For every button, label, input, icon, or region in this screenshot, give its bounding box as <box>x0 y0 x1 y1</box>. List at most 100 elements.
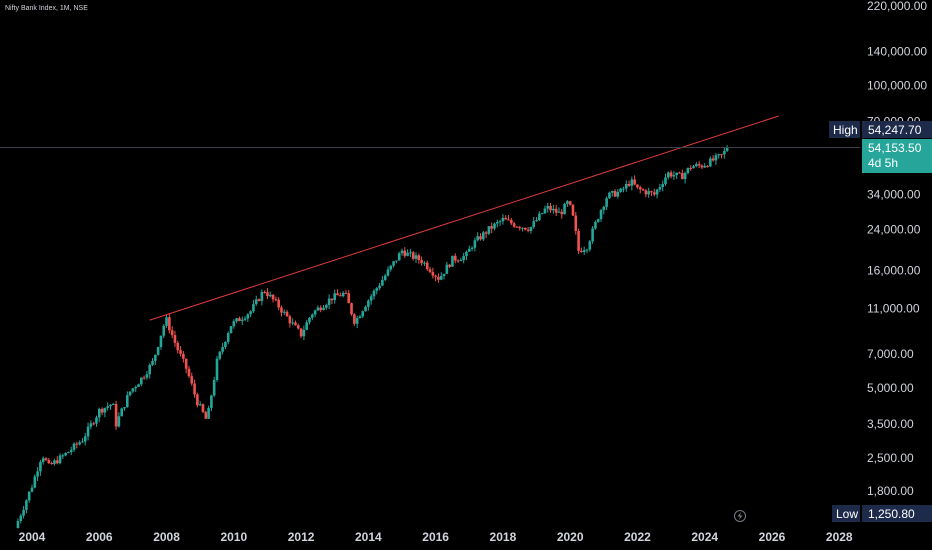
candle-body <box>655 189 659 195</box>
candle-body <box>470 247 474 249</box>
candle-body <box>681 173 684 180</box>
candle-body <box>168 317 171 331</box>
candle-body <box>445 264 449 274</box>
low-tag: Low 1,250.80 <box>832 505 932 522</box>
candle-body <box>571 204 575 216</box>
candle-body <box>162 325 166 336</box>
candle-body <box>512 223 516 227</box>
x-tick-label: 2016 <box>422 530 449 544</box>
candle-body <box>411 252 415 259</box>
candle-body <box>675 172 678 176</box>
candle-body <box>409 252 412 254</box>
candle-body <box>339 295 342 297</box>
candle-body <box>425 262 429 270</box>
candle-body <box>543 208 547 214</box>
candle-body <box>204 412 208 419</box>
candle-body <box>692 166 695 169</box>
candle-body <box>64 452 67 456</box>
candle-body <box>624 183 628 189</box>
candle-body <box>510 219 513 224</box>
candle-body <box>619 188 622 192</box>
candle-body <box>403 250 407 256</box>
candle-body <box>720 154 723 156</box>
candle-body <box>182 353 185 359</box>
candle-body <box>27 491 31 501</box>
candle-body <box>243 318 247 320</box>
candle-body <box>19 515 23 521</box>
candle-body <box>442 273 446 277</box>
candle-body <box>193 383 196 395</box>
candle-body <box>417 255 421 261</box>
low-tag-value-bg <box>862 505 932 522</box>
x-tick-label: 2028 <box>826 530 853 544</box>
candle-body <box>557 211 561 213</box>
candle-body <box>271 294 275 300</box>
y-tick-label: 1,800.00 <box>867 484 914 498</box>
candle-body <box>173 335 177 343</box>
candle-body <box>709 158 712 167</box>
price-tag-value: 54,153.50 <box>868 141 922 155</box>
candle-body <box>361 311 365 317</box>
candle-body <box>700 165 704 168</box>
candle-body <box>538 213 541 221</box>
candle-body <box>322 307 325 311</box>
candle-body <box>476 236 479 241</box>
candle-body <box>327 298 331 305</box>
candle-body <box>75 443 79 445</box>
price-axis[interactable]: 1,800.00 2,500.00 3,500.00 5,000.00 7,000.00… <box>867 0 927 498</box>
candle-body <box>282 311 286 313</box>
candle-body <box>22 509 25 516</box>
candle-body <box>30 487 34 492</box>
candle-body <box>254 299 258 305</box>
candle-body <box>484 232 488 234</box>
candle-body <box>156 346 160 355</box>
candle-body <box>347 293 351 304</box>
candle-body <box>686 167 690 173</box>
candle-body <box>350 303 353 315</box>
y-tick-label: 7,000.00 <box>867 347 914 361</box>
candle-body <box>25 500 28 510</box>
candle-body <box>524 227 527 230</box>
candle-body <box>532 221 536 227</box>
candle-body <box>260 291 264 301</box>
time-axis[interactable]: 2004 2006 2008 2010 2012 2014 2016 2018 2020 2022… <box>19 530 853 544</box>
candle-body <box>479 236 482 240</box>
low-tag-label-bg <box>832 505 860 522</box>
candle-body <box>224 341 227 348</box>
candle-body <box>280 307 283 313</box>
candle-body <box>302 329 306 337</box>
y-tick-label: 24,000.00 <box>867 223 921 237</box>
candle-body <box>487 226 491 234</box>
candle-body <box>81 441 84 443</box>
candle-body <box>644 190 648 195</box>
candle-body <box>428 269 432 273</box>
candle-body <box>420 260 423 264</box>
header-sep-2: , <box>69 5 74 12</box>
candle-body <box>232 321 236 327</box>
x-tick-label: 2008 <box>153 530 180 544</box>
candle-body <box>210 395 213 409</box>
candle-body <box>397 253 401 261</box>
lightning-bolt-icon[interactable] <box>734 510 746 522</box>
candle-body <box>123 407 126 409</box>
candle-body <box>263 291 266 293</box>
candle-body <box>462 256 465 261</box>
candle-body <box>128 391 132 396</box>
candle-body <box>140 377 143 385</box>
candle-body <box>434 275 437 277</box>
candle-body <box>299 328 303 337</box>
high-tag-label-bg <box>829 121 860 138</box>
candle-body <box>344 292 348 294</box>
candle-body <box>39 462 42 472</box>
candle-body <box>319 307 323 311</box>
trendline[interactable] <box>149 115 779 321</box>
y-tick-label: 3,500.00 <box>867 417 914 431</box>
candle-body <box>546 205 550 209</box>
candle-body <box>69 449 73 452</box>
candle-body <box>577 231 580 251</box>
candle-body <box>560 211 564 215</box>
candle-body <box>414 255 418 259</box>
candle-body <box>311 314 314 318</box>
candle-body <box>41 458 45 463</box>
